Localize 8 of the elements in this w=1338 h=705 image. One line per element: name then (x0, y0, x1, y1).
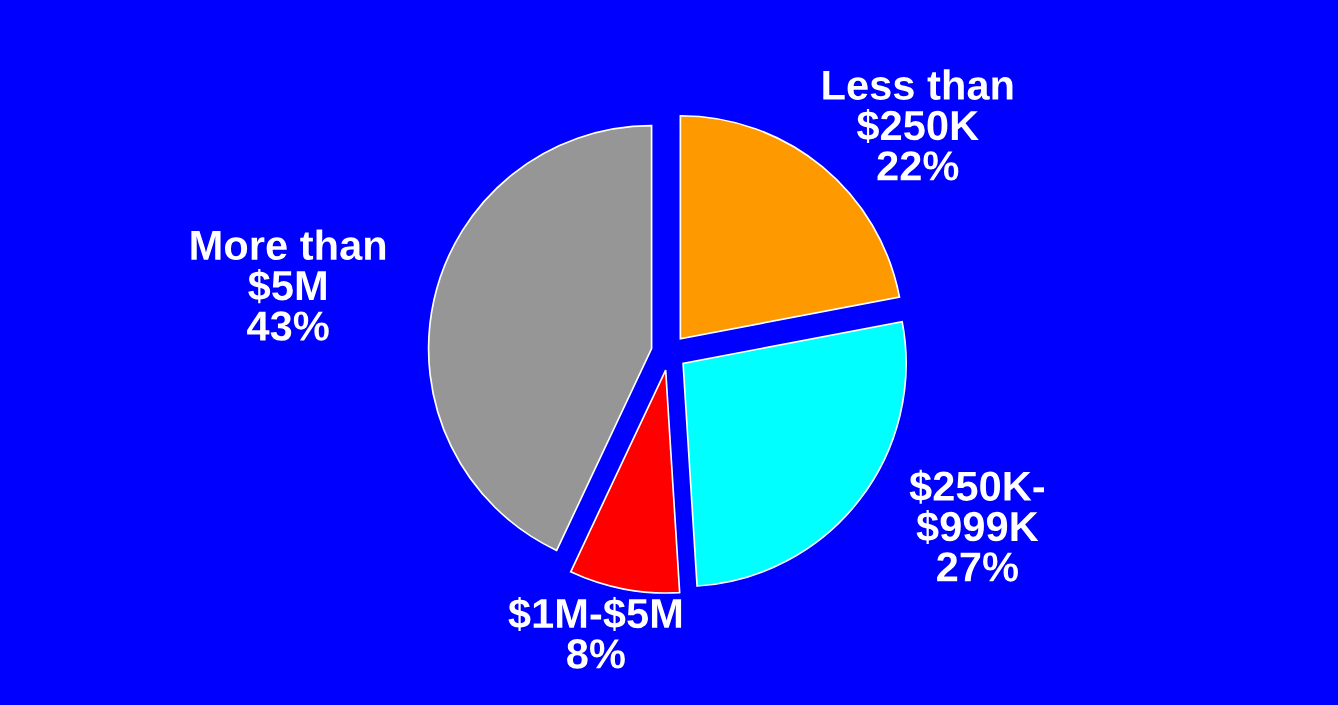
data-label: 27% (937, 552, 1018, 582)
data-label: 43% (247, 311, 329, 341)
slice-label: $1M-$5M (508, 596, 682, 631)
slice-label: More than $5M (191, 229, 386, 304)
slice-label: Less than $250K (823, 69, 1013, 143)
data-label: 22% (877, 151, 959, 181)
data-label: 8% (567, 639, 625, 669)
slice-label: $250K- $999K (909, 469, 1045, 545)
